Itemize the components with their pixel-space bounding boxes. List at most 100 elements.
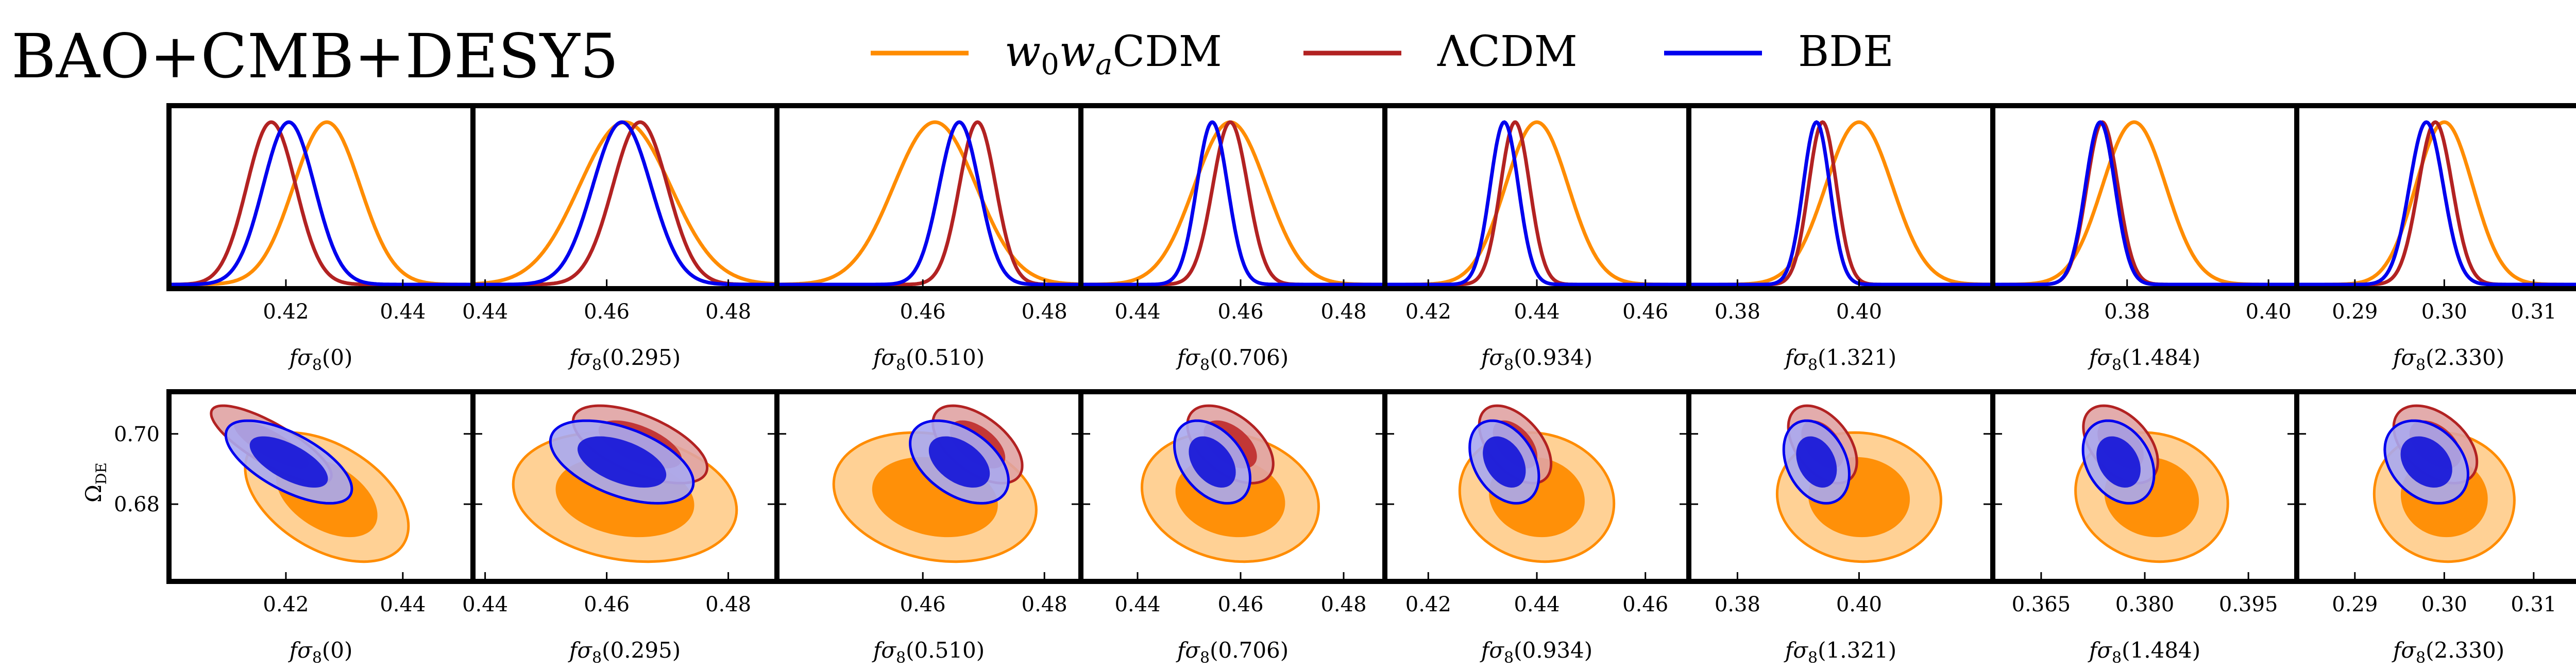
- xticklabel-2d-3-0: 0.44: [1114, 593, 1160, 616]
- xlabel-2d-6-sub: 8: [2112, 649, 2122, 667]
- xticklabel-1d-3-2: 0.48: [1320, 300, 1366, 324]
- xlabel-1d-5-arg: (1.321): [1818, 345, 1896, 370]
- xlabel-2d-5-sub: 8: [1808, 649, 1818, 667]
- contour68-bde-panel6: [2096, 436, 2141, 488]
- xlabel-1d-7-sub: 8: [2416, 356, 2426, 374]
- xlabel-1d-4-symbol: fσ: [1480, 345, 1505, 370]
- curve-w0wacdm-panel0: [169, 120, 473, 287]
- legend-w-symbol: w: [1005, 27, 1041, 76]
- xticklabel-2d-7-0: 0.29: [2332, 593, 2378, 616]
- xlabel-2d-0: fσ8(0): [288, 638, 353, 667]
- xticklabel-2d-4-1: 0.44: [1514, 593, 1560, 616]
- panel-2d-5: 0.38 0.40 fσ8(1.321): [1686, 389, 1995, 667]
- yticklabel-2d-0: 0.68: [114, 493, 160, 516]
- panel-2d-1: 0.44 0.46 0.48 fσ8(0.295): [462, 389, 779, 667]
- xlabel-2d-4-sub: 8: [1504, 649, 1514, 667]
- frame-1d-3: [1078, 103, 1387, 291]
- panel-2d-7: 0.29 0.30 0.31 fσ8(2.330): [2294, 389, 2576, 667]
- curve-cdm-panel2: [777, 120, 1081, 287]
- xticklabel-2d-7-2: 0.31: [2511, 593, 2556, 616]
- xticklabel-1d-1-2: 0.48: [705, 300, 751, 324]
- xlabel-1d-0: fσ8(0): [288, 345, 353, 374]
- xticklabel-1d-1-1: 0.46: [584, 300, 630, 324]
- xticklabel-2d-0-0: 0.42: [263, 593, 309, 616]
- xlabel-1d-5: fσ8(1.321): [1784, 345, 1896, 374]
- panel-2d-6: 0.365 0.380 0.395 fσ8(1.484): [1990, 389, 2299, 667]
- panel-1d-5: 0.38 0.40 fσ8(1.321): [1686, 103, 1995, 374]
- xlabel-2d-7-symbol: fσ: [2392, 638, 2417, 663]
- legend-w-suba: a: [1095, 48, 1112, 81]
- xlabel-1d-5-sub: 8: [1808, 356, 1818, 374]
- xticklabel-2d-2-1: 0.48: [1022, 593, 1067, 616]
- xticklabel-2d-5-1: 0.40: [1836, 593, 1882, 616]
- contours-2d-0: [210, 404, 410, 563]
- contour68-bde-panel1: [578, 436, 667, 488]
- contours-2d-1: [512, 404, 738, 563]
- curve-bde-panel1: [473, 120, 777, 287]
- xticklabel-2d-1-2: 0.48: [705, 593, 751, 616]
- xlabel-2d-0-arg: (0): [322, 638, 353, 663]
- xlabel-2d-4-symbol: fσ: [1480, 638, 1505, 663]
- contour68-bde-panel7: [2400, 436, 2452, 488]
- xlabel-1d-2-sub: 8: [896, 356, 906, 374]
- y-label-omega: Ω: [81, 485, 106, 503]
- panel-1d-3: 0.44 0.46 0.48 fσ8(0.706): [1078, 103, 1387, 374]
- frame-1d-7: [2294, 103, 2576, 291]
- xticklabel-1d-5-0: 0.38: [1715, 300, 1760, 324]
- xlabel-1d-0-symbol: fσ: [288, 345, 313, 370]
- xlabel-1d-7-arg: (2.330): [2426, 345, 2504, 370]
- xticklabel-2d-7-1: 0.30: [2421, 593, 2467, 616]
- xlabel-2d-4-arg: (0.934): [1514, 638, 1592, 663]
- legend-label-bde: BDE: [1798, 27, 1894, 76]
- contour68-bde-panel5: [1796, 436, 1837, 488]
- xticklabel-1d-2-0: 0.46: [900, 300, 946, 324]
- xlabel-2d-1-symbol: fσ: [568, 638, 593, 663]
- xlabel-1d-1-sub: 8: [592, 356, 602, 374]
- panel-1d-4: 0.42 0.44 0.46 fσ8(0.934): [1382, 103, 1691, 374]
- xlabel-2d-5: fσ8(1.321): [1784, 638, 1896, 667]
- xlabel-2d-5-arg: (1.321): [1818, 638, 1896, 663]
- frame-1d-2: [774, 103, 1083, 291]
- xlabel-1d-6-sub: 8: [2112, 356, 2122, 374]
- xticklabel-2d-0-1: 0.44: [380, 593, 426, 616]
- xlabel-2d-2: fσ8(0.510): [872, 638, 985, 667]
- xlabel-1d-4-sub: 8: [1504, 356, 1514, 374]
- xticklabel-1d-7-1: 0.30: [2421, 300, 2467, 324]
- figure-title: BAO+CMB+DESY5: [11, 21, 619, 92]
- xlabel-2d-7: fσ8(2.330): [2392, 638, 2504, 667]
- xticklabel-2d-4-0: 0.42: [1405, 593, 1451, 616]
- xlabel-2d-0-sub: 8: [312, 649, 322, 667]
- xticklabel-1d-3-0: 0.44: [1114, 300, 1160, 324]
- xticklabel-1d-5-1: 0.40: [1836, 300, 1882, 324]
- legend: w0waCDM ΛCDM BDE: [871, 27, 1894, 81]
- xticklabel-2d-2-0: 0.46: [900, 593, 946, 616]
- panel-1d-7: 0.29 0.30 0.31 fσ8(2.330): [2294, 103, 2576, 374]
- xlabel-1d-6: fσ8(1.484): [2088, 345, 2200, 374]
- contour68-bde-panel0: [249, 436, 328, 488]
- xticklabel-2d-5-0: 0.38: [1715, 593, 1760, 616]
- xticklabel-1d-3-1: 0.46: [1217, 300, 1263, 324]
- xlabel-2d-1: fσ8(0.295): [568, 638, 681, 667]
- xticklabel-1d-4-0: 0.42: [1405, 300, 1451, 324]
- legend-w-tail: CDM: [1112, 27, 1222, 76]
- y-label-sub: DE: [93, 462, 110, 485]
- xlabel-2d-3-symbol: fσ: [1176, 638, 1201, 663]
- xticklabel-2d-4-2: 0.46: [1622, 593, 1668, 616]
- xlabel-1d-3-symbol: fσ: [1176, 345, 1201, 370]
- panel-2d-2: 0.46 0.48 fσ8(0.510): [774, 389, 1083, 667]
- frame-2d-7: [2294, 389, 2576, 584]
- xlabel-2d-0-symbol: fσ: [288, 638, 313, 663]
- xlabel-2d-7-arg: (2.330): [2426, 638, 2504, 663]
- xlabel-1d-4-arg: (0.934): [1514, 345, 1592, 370]
- curve-w0wacdm-panel4: [1385, 120, 1689, 287]
- xticklabel-2d-1-0: 0.44: [462, 593, 508, 616]
- legend-label-w0wacdm: w0waCDM: [1005, 27, 1222, 81]
- xticklabel-1d-0-1: 0.44: [380, 300, 426, 324]
- panel-2d-4: 0.42 0.44 0.46 fσ8(0.934): [1382, 389, 1691, 667]
- contour68-bde-panel4: [1483, 436, 1526, 488]
- xlabel-1d-1-arg: (0.295): [602, 345, 681, 370]
- xlabel-1d-6-symbol: fσ: [2088, 345, 2113, 370]
